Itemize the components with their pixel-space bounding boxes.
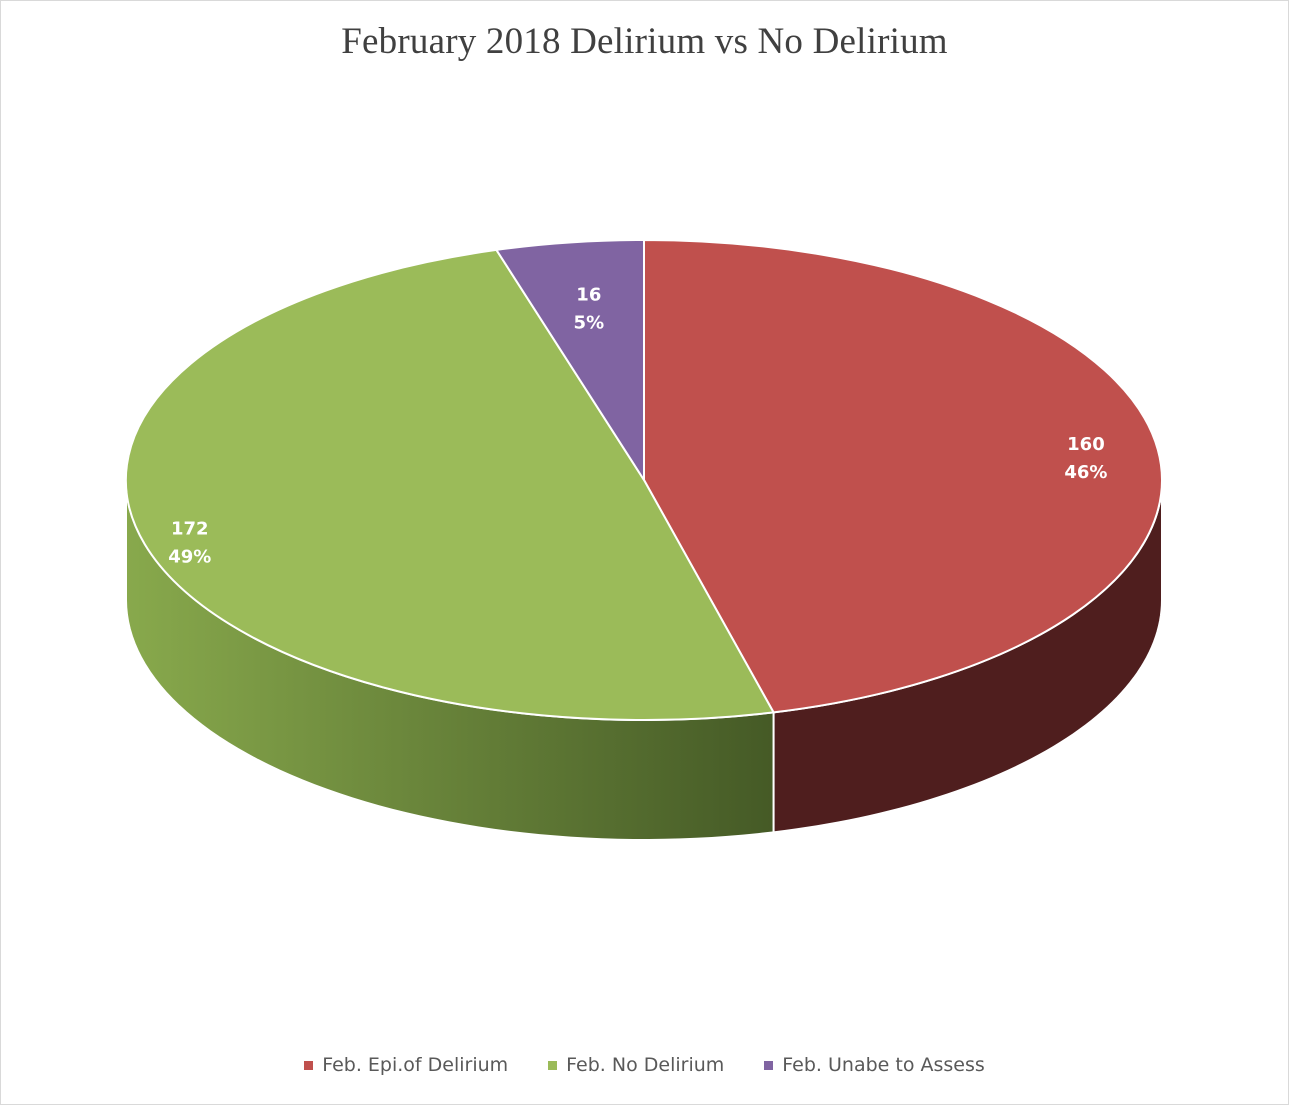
legend-swatch-red <box>304 1060 314 1070</box>
chart-title: February 2018 Delirium vs No Delirium <box>341 21 948 62</box>
legend-swatch-purple <box>764 1060 774 1070</box>
pie-slice-no-delirium <box>124 248 775 722</box>
data-label-value-no-delirium: 172 <box>171 518 209 539</box>
legend-swatch-green <box>548 1060 558 1070</box>
data-label-percent-no-delirium: 49% <box>168 546 211 567</box>
data-label-percent-epi-delirium: 46% <box>1064 462 1107 483</box>
pie-slice-unable-to-assess <box>495 239 645 481</box>
pie-slice-epi-delirium <box>643 239 1163 714</box>
chart-legend: Feb. Epi.of Delirium Feb. No Delirium Fe… <box>0 1054 1289 1076</box>
legend-label: Feb. No Delirium <box>566 1054 725 1076</box>
data-label-value-unable-to-assess: 16 <box>576 284 601 305</box>
legend-label: Feb. Epi.of Delirium <box>322 1054 509 1076</box>
data-label-percent-unable-to-assess: 5% <box>574 312 605 333</box>
data-label-value-epi-delirium: 160 <box>1067 434 1105 455</box>
legend-item-unable-to-assess: Feb. Unabe to Assess <box>764 1054 985 1076</box>
legend-item-no-delirium: Feb. No Delirium <box>548 1054 724 1076</box>
legend-item-epi-delirium: Feb. Epi.of Delirium <box>304 1054 508 1076</box>
legend-label: Feb. Unabe to Assess <box>782 1054 985 1076</box>
